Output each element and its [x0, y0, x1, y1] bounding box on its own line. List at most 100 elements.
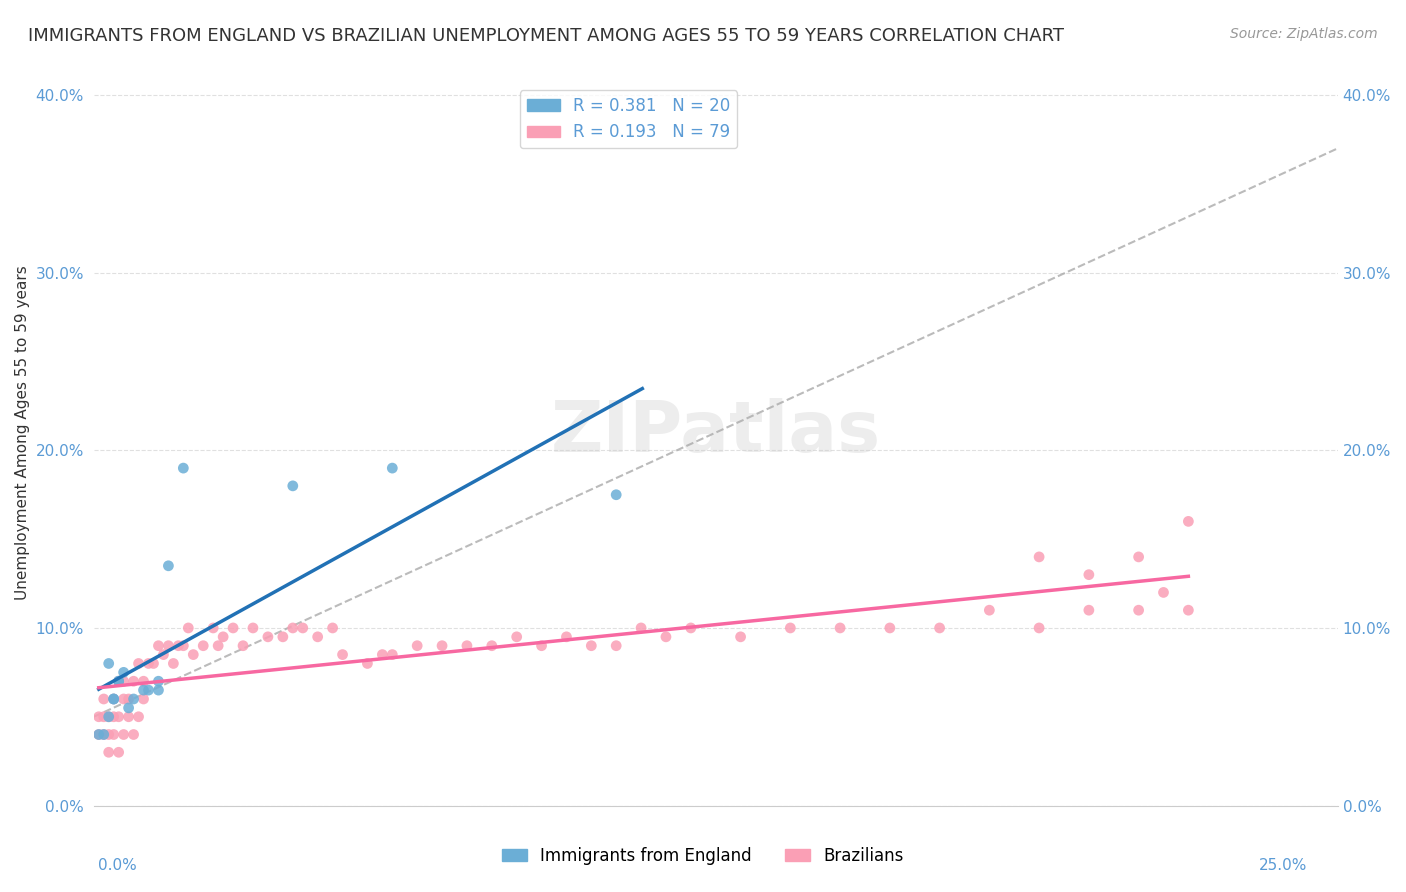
- Point: [456, 639, 478, 653]
- Point: [162, 657, 184, 671]
- Point: [117, 710, 139, 724]
- Point: [107, 674, 129, 689]
- Point: [212, 630, 235, 644]
- Point: [307, 630, 329, 644]
- Point: [193, 639, 215, 653]
- Point: [177, 621, 200, 635]
- Point: [291, 621, 314, 635]
- Point: [103, 692, 125, 706]
- Point: [1077, 567, 1099, 582]
- Point: [87, 727, 110, 741]
- Point: [148, 674, 170, 689]
- Point: [1153, 585, 1175, 599]
- Point: [1128, 549, 1150, 564]
- Point: [605, 639, 627, 653]
- Point: [112, 727, 135, 741]
- Point: [148, 639, 170, 653]
- Point: [172, 639, 194, 653]
- Point: [928, 621, 950, 635]
- Point: [97, 727, 120, 741]
- Point: [132, 683, 155, 698]
- Point: [979, 603, 1001, 617]
- Legend: Immigrants from England, Brazilians: Immigrants from England, Brazilians: [495, 840, 911, 871]
- Point: [93, 727, 115, 741]
- Point: [148, 683, 170, 698]
- Point: [122, 692, 145, 706]
- Point: [655, 630, 678, 644]
- Text: IMMIGRANTS FROM ENGLAND VS BRAZILIAN UNEMPLOYMENT AMONG AGES 55 TO 59 YEARS CORR: IMMIGRANTS FROM ENGLAND VS BRAZILIAN UNE…: [28, 27, 1064, 45]
- Point: [117, 692, 139, 706]
- Point: [128, 710, 150, 724]
- Point: [207, 639, 229, 653]
- Point: [430, 639, 453, 653]
- Point: [138, 683, 160, 698]
- Point: [1177, 603, 1199, 617]
- Point: [103, 727, 125, 741]
- Point: [779, 621, 801, 635]
- Point: [97, 657, 120, 671]
- Point: [1028, 621, 1050, 635]
- Point: [371, 648, 394, 662]
- Point: [87, 727, 110, 741]
- Point: [202, 621, 225, 635]
- Point: [1028, 549, 1050, 564]
- Point: [103, 692, 125, 706]
- Point: [281, 621, 304, 635]
- Point: [122, 727, 145, 741]
- Text: 25.0%: 25.0%: [1260, 858, 1308, 872]
- Point: [142, 657, 165, 671]
- Point: [107, 674, 129, 689]
- Point: [112, 665, 135, 680]
- Legend: R = 0.381   N = 20, R = 0.193   N = 79: R = 0.381 N = 20, R = 0.193 N = 79: [520, 90, 737, 148]
- Point: [232, 639, 254, 653]
- Point: [172, 461, 194, 475]
- Point: [505, 630, 527, 644]
- Point: [117, 701, 139, 715]
- Point: [157, 639, 180, 653]
- Point: [730, 630, 752, 644]
- Point: [132, 674, 155, 689]
- Point: [1177, 515, 1199, 529]
- Point: [112, 692, 135, 706]
- Point: [157, 558, 180, 573]
- Point: [281, 479, 304, 493]
- Point: [138, 657, 160, 671]
- Point: [271, 630, 294, 644]
- Point: [530, 639, 553, 653]
- Point: [257, 630, 280, 644]
- Point: [97, 710, 120, 724]
- Point: [167, 639, 190, 653]
- Point: [93, 692, 115, 706]
- Point: [181, 648, 204, 662]
- Point: [222, 621, 245, 635]
- Point: [103, 710, 125, 724]
- Point: [122, 674, 145, 689]
- Point: [97, 710, 120, 724]
- Point: [481, 639, 503, 653]
- Point: [555, 630, 578, 644]
- Text: 0.0%: 0.0%: [98, 858, 138, 872]
- Point: [1077, 603, 1099, 617]
- Point: [93, 710, 115, 724]
- Point: [93, 727, 115, 741]
- Point: [581, 639, 603, 653]
- Point: [679, 621, 702, 635]
- Point: [605, 488, 627, 502]
- Point: [630, 621, 652, 635]
- Point: [87, 710, 110, 724]
- Point: [381, 648, 404, 662]
- Point: [332, 648, 354, 662]
- Point: [107, 710, 129, 724]
- Point: [322, 621, 344, 635]
- Point: [406, 639, 429, 653]
- Point: [1128, 603, 1150, 617]
- Text: Source: ZipAtlas.com: Source: ZipAtlas.com: [1230, 27, 1378, 41]
- Point: [242, 621, 264, 635]
- Point: [879, 621, 901, 635]
- Point: [381, 461, 404, 475]
- Point: [830, 621, 852, 635]
- Point: [97, 745, 120, 759]
- Text: ZIPatlas: ZIPatlas: [551, 398, 880, 467]
- Point: [152, 648, 174, 662]
- Point: [107, 745, 129, 759]
